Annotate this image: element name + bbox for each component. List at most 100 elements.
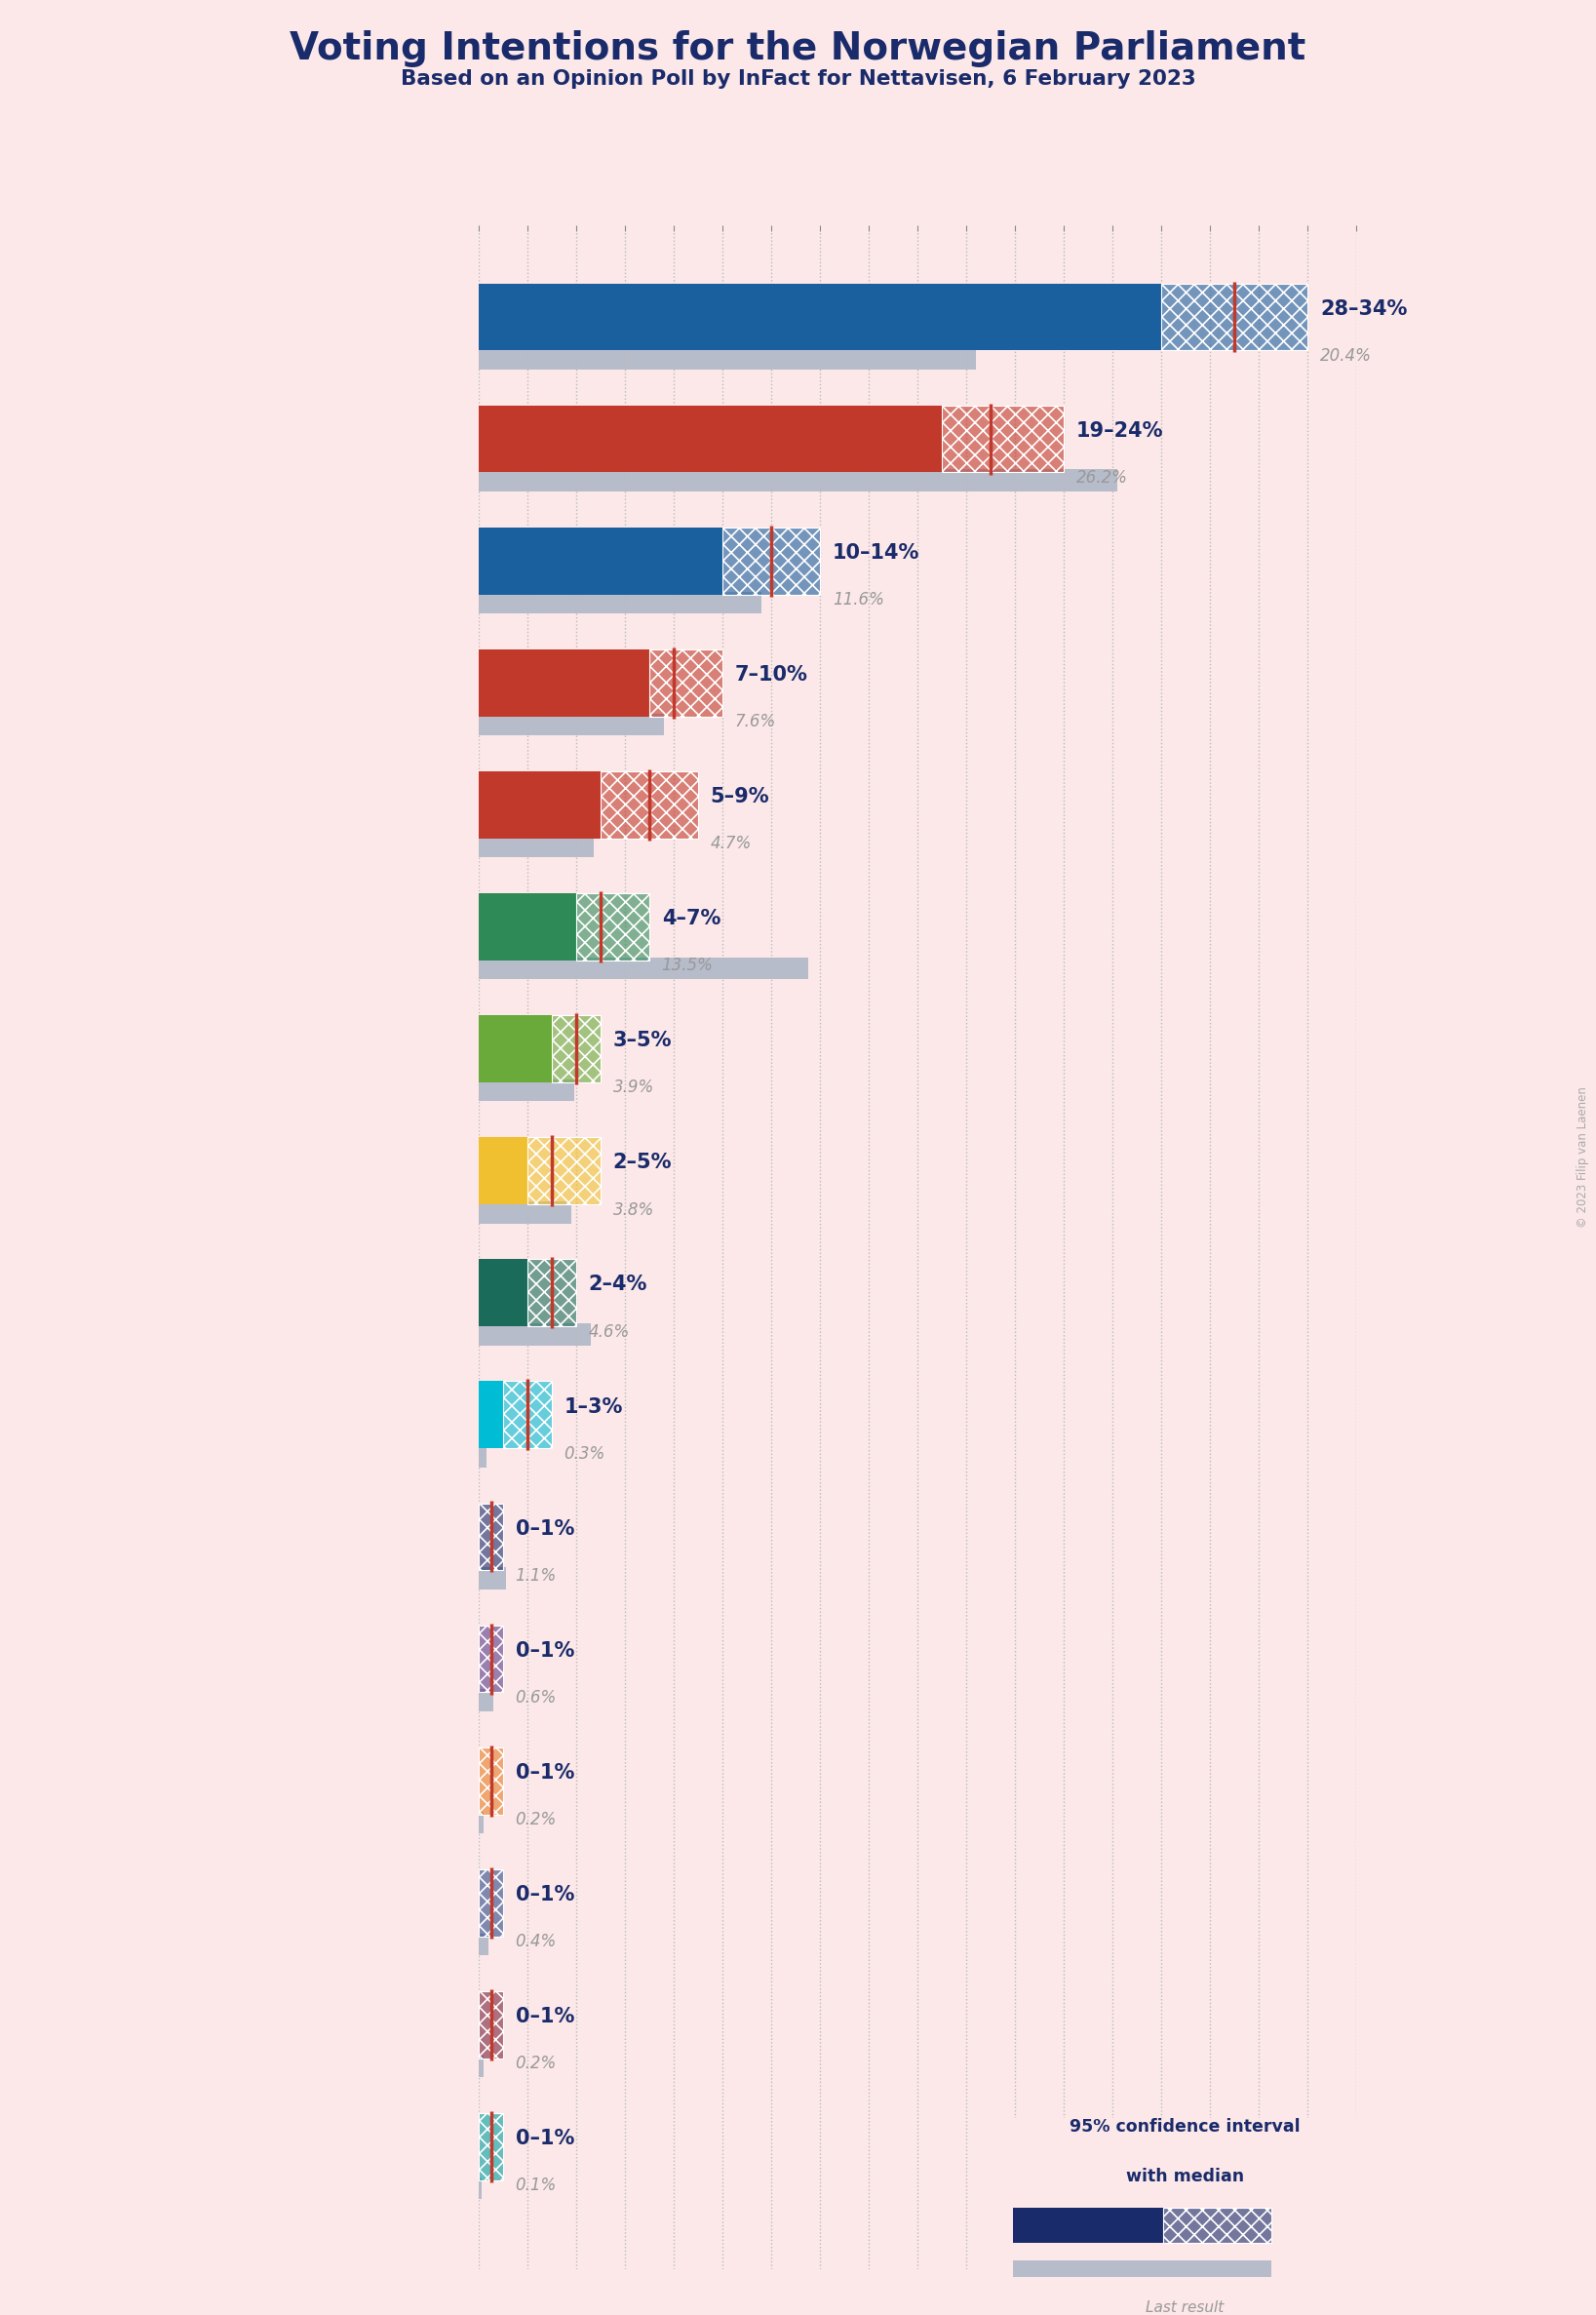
Bar (479, 1868, 503, 1935)
Bar (576, 894, 650, 961)
Bar (650, 648, 723, 715)
Text: 3.9%: 3.9% (613, 1079, 654, 1097)
Text: 95% confidence interval: 95% confidence interval (1069, 2118, 1301, 2137)
Bar (479, 1382, 503, 1449)
Bar (479, 1201, 571, 1222)
Bar (1163, 2209, 1270, 2243)
Bar (479, 1991, 503, 2058)
Bar (479, 593, 761, 613)
Bar (479, 1810, 484, 1833)
Bar (479, 1324, 591, 1345)
Text: 7–10%: 7–10% (734, 664, 808, 685)
Text: 3.8%: 3.8% (613, 1201, 654, 1218)
Text: 26.2%: 26.2% (1076, 470, 1128, 486)
Bar (528, 1137, 600, 1204)
Bar (1162, 282, 1307, 350)
Text: 4.7%: 4.7% (710, 836, 752, 852)
Bar (479, 1625, 503, 1692)
Text: 0–1%: 0–1% (516, 1519, 575, 1539)
Bar (552, 1016, 600, 1083)
Bar (479, 1137, 528, 1204)
Text: 3–5%: 3–5% (613, 1030, 672, 1051)
Text: 20.4%: 20.4% (1320, 347, 1371, 363)
Bar (479, 2178, 482, 2199)
Text: 4–7%: 4–7% (662, 910, 720, 928)
Bar (479, 648, 650, 715)
Text: 0–1%: 0–1% (516, 2007, 575, 2026)
Text: with median: with median (1127, 2167, 1243, 2185)
Text: 0–1%: 0–1% (516, 1764, 575, 1783)
Text: 7.6%: 7.6% (734, 713, 776, 732)
Bar (503, 1382, 552, 1449)
Text: 0–1%: 0–1% (516, 1884, 575, 1905)
Text: 0.1%: 0.1% (516, 2176, 557, 2195)
Text: 28–34%: 28–34% (1320, 299, 1408, 319)
Bar (479, 1933, 488, 1956)
Bar (479, 894, 576, 961)
Text: 0–1%: 0–1% (516, 1641, 575, 1660)
Bar (479, 2056, 484, 2077)
Bar (479, 1567, 506, 1590)
Bar (479, 1748, 503, 1815)
Bar (479, 282, 1162, 350)
Bar (479, 836, 594, 857)
Text: 0.6%: 0.6% (516, 1690, 557, 1706)
Bar (1013, 2209, 1163, 2243)
Bar (479, 2114, 503, 2181)
Bar (479, 1502, 503, 1570)
Text: 4.6%: 4.6% (589, 1322, 630, 1340)
Bar (479, 1690, 493, 1711)
Bar (479, 405, 942, 472)
Text: 0.3%: 0.3% (563, 1445, 605, 1463)
Bar (942, 405, 1065, 472)
Bar (479, 528, 723, 595)
Bar (650, 648, 723, 715)
Bar (479, 713, 664, 736)
Bar (479, 1079, 575, 1102)
Bar (479, 1748, 503, 1815)
Bar (479, 347, 977, 370)
Bar (600, 771, 699, 838)
Bar (479, 1016, 552, 1083)
Bar (479, 958, 808, 979)
Text: Last result: Last result (1146, 2301, 1224, 2315)
Text: 0–1%: 0–1% (516, 2130, 575, 2148)
Bar (552, 1016, 600, 1083)
Bar (503, 1382, 552, 1449)
Bar (1163, 2209, 1270, 2243)
Text: 2–5%: 2–5% (613, 1153, 672, 1171)
Text: 5–9%: 5–9% (710, 787, 769, 806)
Bar (479, 2114, 503, 2181)
Text: 2–4%: 2–4% (589, 1276, 648, 1294)
Bar (479, 1991, 503, 2058)
Text: 13.5%: 13.5% (662, 956, 713, 975)
Bar (479, 1868, 503, 1935)
Bar (479, 470, 1117, 491)
Text: 0.4%: 0.4% (516, 1933, 557, 1952)
Bar (479, 771, 600, 838)
Bar (528, 1259, 576, 1326)
Text: 10–14%: 10–14% (833, 544, 919, 563)
Bar (479, 1259, 528, 1326)
Text: 0.2%: 0.2% (516, 1810, 557, 1829)
Text: 11.6%: 11.6% (833, 590, 884, 609)
Bar (528, 1137, 600, 1204)
Text: 19–24%: 19–24% (1076, 421, 1163, 440)
Text: © 2023 Filip van Laenen: © 2023 Filip van Laenen (1577, 1086, 1590, 1229)
Bar (1162, 282, 1307, 350)
Text: 0.2%: 0.2% (516, 2056, 557, 2072)
Bar (723, 528, 820, 595)
Bar (576, 894, 650, 961)
Text: Based on an Opinion Poll by InFact for Nettavisen, 6 February 2023: Based on an Opinion Poll by InFact for N… (401, 69, 1195, 88)
Bar (528, 1259, 576, 1326)
Bar (723, 528, 820, 595)
Bar (1013, 2262, 1270, 2276)
Bar (479, 1625, 503, 1692)
Text: 1–3%: 1–3% (563, 1396, 622, 1417)
Text: Voting Intentions for the Norwegian Parliament: Voting Intentions for the Norwegian Parl… (290, 30, 1306, 67)
Bar (479, 1502, 503, 1570)
Text: 1.1%: 1.1% (516, 1567, 557, 1583)
Bar (479, 1445, 487, 1468)
Bar (600, 771, 699, 838)
Bar (942, 405, 1065, 472)
